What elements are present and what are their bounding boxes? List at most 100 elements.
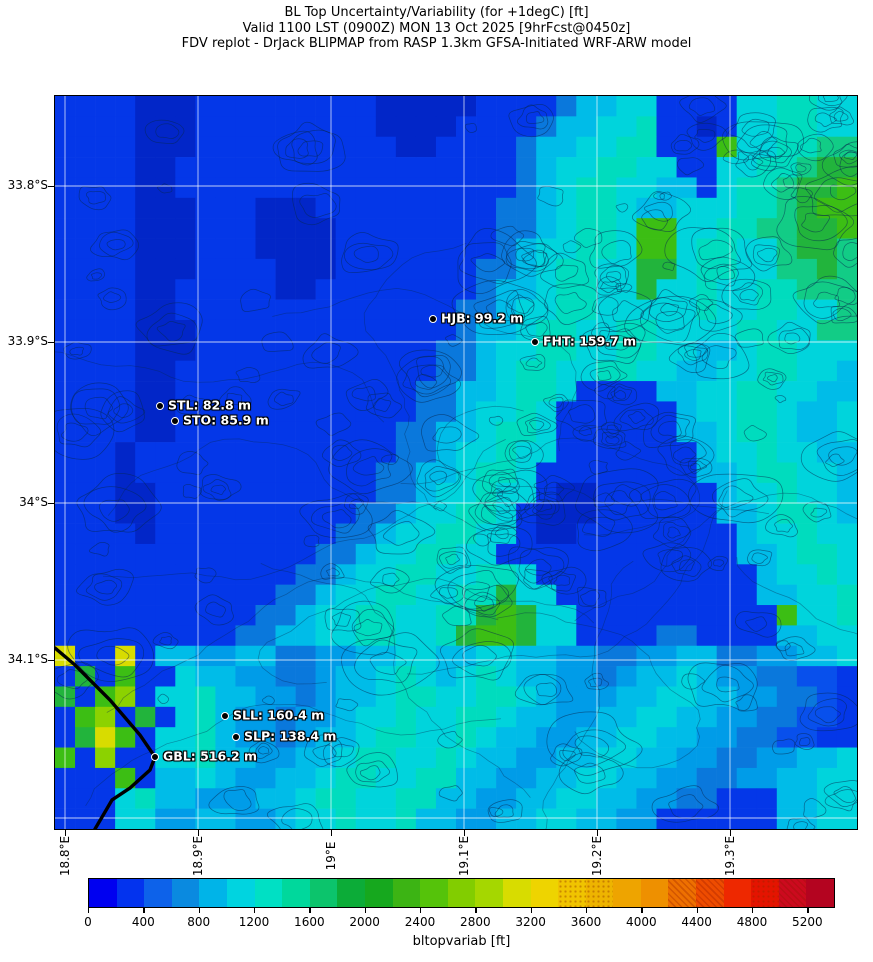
contour-lines [55, 96, 857, 829]
colorbar-segment [723, 879, 752, 907]
station-marker [171, 417, 179, 425]
station-label: GBL: 516.2 m [163, 748, 258, 764]
y-tick [48, 659, 54, 661]
colorbar-segment [89, 879, 117, 907]
y-tick-label: 33.9°S [7, 334, 48, 348]
colorbar-tick-label: 0 [84, 915, 92, 929]
colorbar-segment [254, 879, 283, 907]
colorbar-segment [558, 879, 586, 907]
colorbar-segment [668, 879, 697, 907]
plot-title-line1: BL Top Uncertainty/Variability (for +1de… [284, 5, 589, 20]
colorbar-tick-label: 4800 [736, 915, 768, 929]
colorbar-tick-label: 3200 [515, 915, 546, 929]
y-tick [48, 341, 54, 343]
y-tick-label: 34.1°S [7, 652, 48, 666]
x-tick [463, 830, 465, 836]
colorbar-segment [447, 879, 476, 907]
y-tick [48, 502, 54, 504]
station-marker [531, 338, 539, 346]
station-marker [156, 402, 164, 410]
y-tick-label: 33.8°S [7, 178, 48, 192]
station-label: STO: 85.9 m [183, 412, 269, 428]
coastline [55, 646, 157, 829]
colorbar [88, 878, 835, 908]
colorbar-tick-label: 4400 [681, 915, 712, 929]
plot-title: BL Top Uncertainty/Variability (for +1de… [0, 5, 873, 52]
colorbar-segment [309, 879, 338, 907]
colorbar-tick [198, 908, 200, 913]
y-tick [48, 185, 54, 187]
map-raster [55, 96, 857, 829]
colorbar-tick [143, 908, 145, 913]
colorbar-segment [696, 879, 724, 907]
station-label: SLL: 160.4 m [233, 707, 325, 723]
colorbar-tick-label: 4000 [626, 915, 657, 929]
colorbar-tick [475, 908, 477, 913]
x-tick-label: 19°E [324, 841, 338, 871]
x-tick-label: 19.3°E [723, 835, 737, 877]
colorbar-tick-label: 400 [131, 915, 155, 929]
colorbar-segment [116, 879, 145, 907]
colorbar-segment [392, 879, 421, 907]
colorbar-tick [696, 908, 698, 913]
station-label: SLP: 138.4 m [244, 728, 337, 744]
graticule [55, 96, 857, 829]
x-tick [729, 830, 731, 836]
x-tick [197, 830, 199, 836]
map-plot [55, 96, 857, 829]
plot-title-line3: FDV replot - DrJack BLIPMAP from RASP 1.… [181, 36, 692, 51]
colorbar-tick [752, 908, 754, 913]
station-marker [429, 315, 437, 323]
x-tick-label: 19.2°E [590, 835, 604, 877]
raster-cells [55, 96, 857, 829]
x-tick-label: 18.8°E [58, 835, 72, 877]
colorbar-tick [420, 908, 422, 913]
station-label: HJB: 99.2 m [441, 310, 524, 326]
colorbar-label: bltopvariab [ft] [412, 934, 511, 949]
colorbar-segment [282, 879, 310, 907]
station-marker [151, 753, 159, 761]
colorbar-tick-label: 2800 [460, 915, 491, 929]
x-tick [330, 830, 332, 836]
y-tick-label: 34°S [19, 495, 48, 509]
colorbar-segment [171, 879, 200, 907]
x-tick [596, 830, 598, 836]
colorbar-segment [337, 879, 365, 907]
station-label: FHT: 159.7 m [543, 333, 637, 349]
colorbar-segment [364, 879, 393, 907]
colorbar-tick [364, 908, 366, 913]
colorbar-tick [254, 908, 256, 913]
colorbar-segment [226, 879, 255, 907]
colorbar-segment [199, 879, 227, 907]
colorbar-segment [420, 879, 448, 907]
colorbar-segment [640, 879, 669, 907]
colorbar-tick-label: 1200 [238, 915, 270, 929]
colorbar-tick-label: 2400 [404, 915, 436, 929]
colorbar-segment [475, 879, 503, 907]
x-tick-label: 19.1°E [457, 835, 471, 877]
colorbar-tick [530, 908, 532, 913]
colorbar-tick [88, 908, 90, 913]
colorbar-tick [807, 908, 809, 913]
station-marker [221, 712, 229, 720]
colorbar-tick-label: 1600 [294, 915, 325, 929]
colorbar-tick-label: 3600 [570, 915, 602, 929]
plot-title-line2: Valid 1100 LST (0900Z) MON 13 Oct 2025 [… [242, 20, 631, 36]
colorbar-segment [530, 879, 559, 907]
colorbar-tick [309, 908, 311, 913]
colorbar-segment [778, 879, 807, 907]
colorbar-tick-label: 2000 [349, 915, 380, 929]
colorbar-segment [144, 879, 172, 907]
station-marker [232, 733, 240, 741]
x-tick-label: 18.9°E [191, 835, 205, 877]
colorbar-segment [806, 879, 835, 907]
x-tick [64, 830, 66, 836]
colorbar-segment [502, 879, 531, 907]
colorbar-tick [586, 908, 588, 913]
colorbar-segment [751, 879, 779, 907]
colorbar-segment [613, 879, 641, 907]
station-label: STL: 82.8 m [168, 397, 252, 413]
colorbar-tick-label: 800 [187, 915, 211, 929]
colorbar-tick-label: 5200 [792, 915, 823, 929]
